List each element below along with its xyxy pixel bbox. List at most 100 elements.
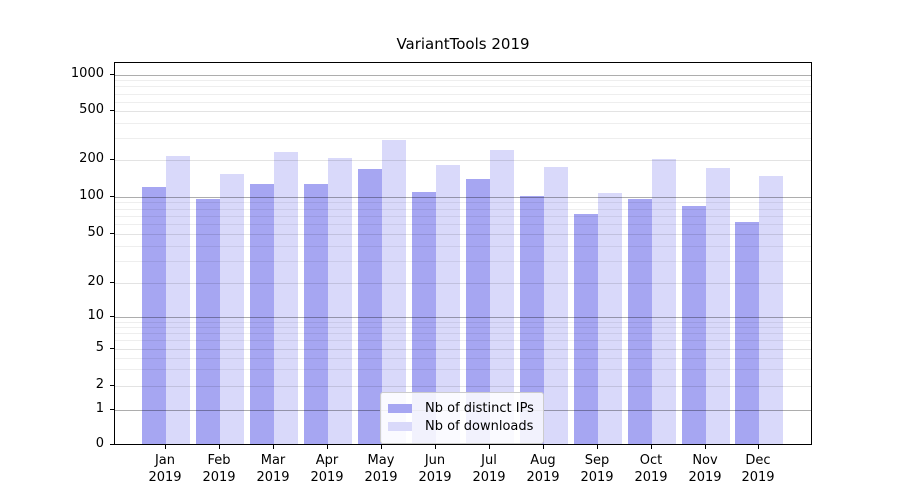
x-axis-tick-label: May 2019 xyxy=(349,452,413,486)
gridline xyxy=(115,327,811,328)
x-axis-tick-label: Oct 2019 xyxy=(619,452,683,486)
x-axis-tick-mark xyxy=(435,445,436,449)
gridline xyxy=(115,386,811,387)
y-axis-tick-mark xyxy=(110,282,114,283)
x-axis-tick-label: Jan 2019 xyxy=(133,452,197,486)
y-axis-tick-label: 20 xyxy=(87,274,104,289)
x-axis-tick-label: Nov 2019 xyxy=(673,452,737,486)
gridline xyxy=(115,123,811,124)
gridline xyxy=(115,317,811,318)
gridline xyxy=(115,102,811,103)
x-axis-tick-label: Mar 2019 xyxy=(241,452,305,486)
gridline xyxy=(115,358,811,359)
gridline xyxy=(115,333,811,334)
y-axis-tick-mark xyxy=(110,348,114,349)
x-axis-tick-label: Apr 2019 xyxy=(295,452,359,486)
bar-downloads xyxy=(274,152,298,444)
x-axis-tick-label: Feb 2019 xyxy=(187,452,251,486)
gridline xyxy=(115,160,811,161)
x-axis-tick-mark xyxy=(489,445,490,449)
x-tick-year: 2019 xyxy=(688,470,722,485)
bar-distinct-ips xyxy=(682,206,706,444)
legend-label-downloads: Nb of downloads xyxy=(425,419,534,434)
y-axis-tick-label: 1 xyxy=(95,401,104,416)
y-axis-tick-label: 0 xyxy=(95,436,104,451)
gridline xyxy=(115,80,811,81)
legend-entry-downloads: Nb of downloads xyxy=(388,419,534,434)
y-axis-tick-mark xyxy=(110,196,114,197)
gridline xyxy=(115,94,811,95)
y-axis-tick-mark xyxy=(110,233,114,234)
bar-downloads xyxy=(544,167,568,444)
x-tick-month: Dec xyxy=(745,453,771,468)
x-tick-month: Feb xyxy=(207,453,231,468)
bar-downloads xyxy=(759,176,783,444)
y-axis-tick-mark xyxy=(110,385,114,386)
x-tick-year: 2019 xyxy=(472,470,506,485)
y-axis-tick-label: 1000 xyxy=(70,66,104,81)
gridline xyxy=(115,138,811,139)
bar-distinct-ips xyxy=(628,199,652,444)
x-axis-tick-mark xyxy=(219,445,220,449)
chart-title: VariantTools 2019 xyxy=(396,35,530,53)
y-axis-tick-mark xyxy=(110,159,114,160)
plot-area xyxy=(114,62,812,445)
x-axis-tick-mark xyxy=(381,445,382,449)
y-axis-tick-label: 5 xyxy=(95,340,104,355)
x-tick-month: Jul xyxy=(481,453,497,468)
x-tick-year: 2019 xyxy=(202,470,236,485)
x-tick-month: Jun xyxy=(424,453,446,468)
legend-swatch-distinct-ips xyxy=(388,404,412,413)
bar-distinct-ips xyxy=(358,169,382,444)
y-axis-tick-mark xyxy=(110,74,114,75)
x-tick-year: 2019 xyxy=(418,470,452,485)
x-axis-tick-label: Jul 2019 xyxy=(457,452,521,486)
x-tick-month: Jan xyxy=(154,453,176,468)
gridline xyxy=(115,197,811,198)
bar-distinct-ips xyxy=(142,187,166,444)
y-axis-tick-mark xyxy=(110,409,114,410)
gridline xyxy=(115,86,811,87)
bar-downloads xyxy=(220,174,244,444)
bar-downloads xyxy=(328,158,352,444)
x-axis-tick-label: Dec 2019 xyxy=(726,452,790,486)
x-tick-year: 2019 xyxy=(526,470,560,485)
x-axis-tick-label: Jun 2019 xyxy=(403,452,467,486)
y-axis-tick-label: 10 xyxy=(87,308,104,323)
gridline xyxy=(115,349,811,350)
x-axis-tick-mark xyxy=(651,445,652,449)
gridline xyxy=(115,111,811,112)
x-axis-tick-label: Sep 2019 xyxy=(565,452,629,486)
x-axis-tick-mark xyxy=(705,445,706,449)
gridline xyxy=(115,234,811,235)
y-axis-tick-label: 500 xyxy=(79,102,104,117)
legend-swatch-downloads xyxy=(388,422,412,431)
legend-label-distinct-ips: Nb of distinct IPs xyxy=(425,401,534,416)
legend: Nb of distinct IPs Nb of downloads xyxy=(380,392,544,444)
x-tick-month: Mar xyxy=(260,453,286,468)
gridline xyxy=(115,369,811,370)
bar-distinct-ips xyxy=(735,222,759,444)
x-axis-tick-mark xyxy=(758,445,759,449)
y-axis-tick-mark xyxy=(110,444,114,445)
y-axis-tick-mark xyxy=(110,110,114,111)
bar-distinct-ips xyxy=(196,199,220,444)
gridline xyxy=(115,224,811,225)
x-axis-tick-mark xyxy=(597,445,598,449)
x-axis-tick-label: Aug 2019 xyxy=(511,452,575,486)
y-axis-tick-label: 2 xyxy=(95,377,104,392)
bar-distinct-ips xyxy=(250,184,274,444)
x-tick-year: 2019 xyxy=(256,470,290,485)
gridline xyxy=(115,283,811,284)
gridline xyxy=(115,202,811,203)
x-tick-month: Nov xyxy=(692,453,718,468)
x-tick-month: Sep xyxy=(584,453,610,468)
x-axis-tick-mark xyxy=(273,445,274,449)
x-tick-year: 2019 xyxy=(634,470,668,485)
bar-downloads xyxy=(652,159,676,444)
bar-downloads xyxy=(598,193,622,444)
gridline xyxy=(115,216,811,217)
x-tick-year: 2019 xyxy=(580,470,614,485)
gridline xyxy=(115,209,811,210)
bar-distinct-ips xyxy=(304,184,328,444)
